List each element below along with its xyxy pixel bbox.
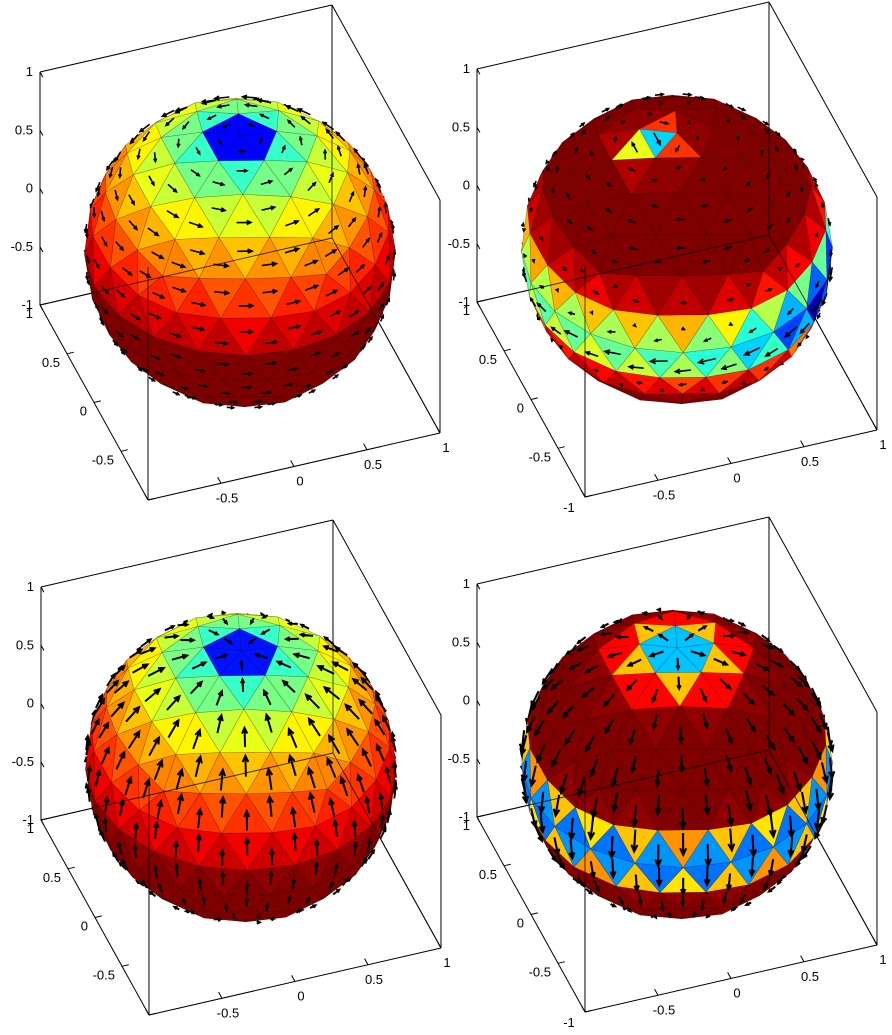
z-tick-label: 0 [27, 696, 34, 711]
x-tick-label: 1 [442, 440, 449, 455]
axes-box-overdraw [40, 520, 442, 1015]
tick-labels: 10.50-0.5-110.50-0.5-1-0.500.51 [448, 61, 887, 515]
y-tick-label: 1 [463, 303, 470, 318]
z-tick-label: 0.5 [15, 122, 33, 137]
z-tick-label: 0 [26, 181, 33, 196]
x-tick-label: 0.5 [801, 969, 819, 984]
sphere-surface [84, 97, 396, 408]
z-tick-label: -1 [21, 297, 33, 312]
y-tick-label: 0 [80, 404, 87, 419]
quiver-front [519, 607, 836, 920]
y-tick-label: 1 [26, 306, 33, 321]
x-tick-label: 0.5 [364, 457, 382, 472]
x-tick-label: -1 [563, 500, 575, 515]
x-tick-label: 1 [879, 437, 886, 452]
z-tick-label: 1 [463, 61, 470, 76]
y-tick-label: 0.5 [43, 870, 61, 885]
subplot-top-left: 10.50-0.5-110.50-0.5-0.500.51 [11, 4, 450, 505]
subplot-bottom-left: 10.50-0.5-110.50-0.5-0.500.51 [12, 519, 451, 1020]
y-tick-label: 1 [463, 818, 470, 833]
tick-labels: 10.50-0.5-110.50-0.5-1-0.500.51 [448, 576, 887, 1030]
y-tick-label: -0.5 [529, 449, 551, 464]
z-tick-label: -0.5 [448, 751, 470, 766]
sphere-surface [521, 609, 833, 920]
y-tick-label: -0.5 [93, 967, 115, 982]
tick-labels: 10.50-0.5-110.50-0.5-0.500.51 [12, 579, 451, 1020]
x-tick-label: -0.5 [216, 490, 238, 505]
tick-labels: 10.50-0.5-110.50-0.5-0.500.51 [11, 64, 450, 505]
subplot-top-right: 10.50-0.5-110.50-0.5-1-0.500.51 [448, 1, 887, 515]
y-tick-label: -0.5 [92, 452, 114, 467]
z-tick-label: 0.5 [452, 119, 470, 134]
axes-box-overdraw [39, 5, 441, 500]
x-tick-label: -0.5 [653, 487, 675, 502]
axes-box-overdraw [476, 2, 878, 497]
y-tick-label: 0 [81, 919, 88, 934]
x-tick-label: 1 [443, 955, 450, 970]
x-tick-label: 0 [297, 989, 304, 1004]
z-tick-label: 0.5 [452, 634, 470, 649]
z-tick-label: 1 [26, 64, 33, 79]
quiver-front [84, 94, 397, 410]
x-tick-label: -0.5 [653, 1002, 675, 1017]
sphere-surface [85, 612, 397, 923]
x-tick-label: 0.5 [365, 972, 383, 987]
z-tick-label: 0 [463, 178, 470, 193]
subplot-bottom-right: 10.50-0.5-110.50-0.5-1-0.500.51 [448, 516, 887, 1030]
z-tick-label: -1 [22, 812, 34, 827]
axes-box-overdraw [476, 517, 878, 1012]
x-tick-label: 0.5 [801, 454, 819, 469]
z-tick-label: -1 [458, 809, 470, 824]
y-tick-label: 0 [517, 916, 524, 931]
y-tick-label: 0.5 [42, 355, 60, 370]
z-tick-label: 0 [463, 693, 470, 708]
x-tick-label: 0 [733, 471, 740, 486]
y-tick-label: -0.5 [529, 964, 551, 979]
z-tick-label: -0.5 [448, 236, 470, 251]
z-tick-label: 1 [27, 579, 34, 594]
z-tick-label: -0.5 [12, 754, 34, 769]
y-tick-label: 0 [517, 401, 524, 416]
z-tick-label: 0.5 [16, 637, 34, 652]
x-tick-label: -0.5 [217, 1005, 239, 1020]
z-tick-label: -0.5 [11, 239, 33, 254]
sphere-surface [521, 94, 833, 405]
x-tick-label: 1 [879, 952, 886, 967]
x-tick-label: 0 [733, 986, 740, 1001]
y-tick-label: 1 [27, 821, 34, 836]
x-tick-label: -1 [563, 1015, 575, 1030]
quiver-front [85, 610, 399, 925]
y-tick-label: 0.5 [479, 867, 497, 882]
tick-marks [476, 68, 878, 498]
quiver-front [521, 92, 834, 393]
z-tick-label: 1 [463, 576, 470, 591]
z-tick-label: -1 [458, 294, 470, 309]
y-tick-label: 0.5 [479, 352, 497, 367]
x-tick-label: 0 [296, 474, 303, 489]
